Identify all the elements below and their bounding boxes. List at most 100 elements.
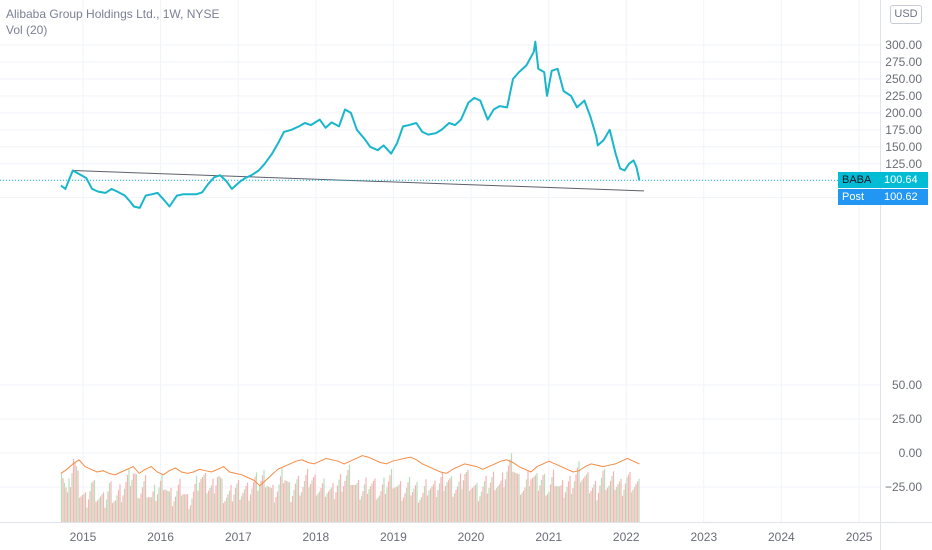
volume-bar (143, 481, 145, 522)
volume-bar (518, 473, 520, 522)
currency-button[interactable]: USD (890, 5, 922, 24)
trendline[interactable] (72, 170, 644, 192)
volume-bar (101, 494, 103, 522)
symbol-title[interactable]: Alibaba Group Holdings Ltd., 1W, NYSE (6, 7, 220, 21)
volume-bar (170, 487, 172, 522)
volume-bar (285, 481, 288, 522)
volume-axis: 50.00 25.00 0.00 −25.00 (885, 378, 922, 494)
volume-bar (132, 473, 135, 522)
volume-bar (422, 492, 424, 522)
volume-bar (581, 480, 583, 522)
volume-bar (306, 468, 309, 522)
volume-bar (329, 489, 331, 522)
volume-bar (87, 499, 90, 522)
volume-bar (584, 476, 586, 522)
volume-bar (452, 496, 454, 522)
year-tick-label: 2017 (225, 530, 252, 544)
volume-bar (222, 503, 225, 522)
volume-bar (323, 478, 325, 522)
year-tick-label: 2018 (303, 530, 330, 544)
volume-indicator-label[interactable]: Vol (20) (6, 23, 48, 37)
volume-bar (626, 477, 628, 522)
volume-bar (176, 490, 178, 522)
volume-bar (341, 491, 343, 522)
volume-bar (320, 487, 322, 522)
volume-bar (375, 499, 378, 522)
volume-bar (359, 499, 361, 522)
volume-bar (525, 479, 528, 522)
volume-bar (110, 481, 112, 522)
volume-bar (494, 490, 496, 522)
volume-bar (621, 495, 624, 522)
volume-tick-label: −25.00 (885, 480, 922, 494)
year-tick-label: 2021 (535, 530, 562, 544)
volume-bar (185, 494, 187, 522)
volume-bar (281, 468, 283, 522)
volume-bar (95, 501, 97, 522)
volume-bar (228, 490, 231, 522)
volume-bar (134, 473, 136, 522)
volume-bar (374, 478, 376, 522)
volume-bar (578, 461, 580, 522)
volume-bar (569, 475, 571, 522)
volume-bar (174, 496, 177, 522)
volume-bar (86, 507, 88, 522)
volume-bar (560, 485, 562, 522)
volume-bar (617, 484, 619, 522)
volume-bar (189, 505, 192, 522)
volume-bar (354, 484, 357, 522)
volume-bar (276, 491, 279, 522)
volume-bar (572, 488, 574, 522)
price-tick-label: 175.00 (885, 123, 922, 137)
volume-bar (224, 501, 226, 522)
volume-bar (495, 488, 498, 522)
volume-bar (177, 484, 180, 522)
volume-bar (521, 492, 523, 522)
volume-bar (512, 471, 514, 522)
volume-bar (527, 471, 529, 522)
volume-bar (129, 485, 132, 522)
volume-bar (125, 481, 127, 522)
time-axis[interactable]: 2015 2016 2017 2018 2019 2020 2021 2022 2023 2024… (0, 522, 932, 545)
volume-bar (485, 475, 487, 522)
volume-bar (98, 498, 100, 522)
volume-bar (405, 487, 408, 522)
volume-bar (552, 469, 555, 522)
volume-bar (363, 484, 366, 522)
volume-bar (501, 472, 504, 522)
price-tick-label: 225.00 (885, 89, 922, 103)
volume-bar (294, 483, 297, 522)
price-tick-label: 150.00 (885, 140, 922, 154)
volume-bar (438, 483, 441, 522)
post-price-label: Post (838, 189, 880, 206)
volume-bar (83, 493, 85, 522)
volume-bar (443, 490, 445, 522)
volume-bar (251, 488, 253, 522)
volume-bar (335, 492, 337, 522)
volume-bar (242, 492, 244, 522)
volume-bar (522, 490, 525, 522)
volume-bar (534, 475, 537, 522)
volume-bar (102, 492, 105, 522)
volume-bar (467, 469, 469, 522)
volume-bar (456, 486, 459, 522)
volume-bar (99, 496, 102, 522)
volume-bar (150, 497, 153, 522)
volume-bar (482, 486, 484, 522)
volume-bar (192, 491, 195, 522)
volume-bar (317, 493, 319, 522)
volume-bar (491, 477, 493, 522)
volume-bar (614, 489, 616, 522)
volume-bar (450, 476, 453, 522)
volume-bar (504, 479, 507, 522)
volume-bar (296, 479, 298, 522)
volume-bar (305, 474, 307, 522)
volume-bar (392, 488, 394, 522)
volume-bar (497, 486, 499, 522)
volume-bar (624, 483, 627, 522)
volume-bar (633, 487, 636, 522)
price-axis[interactable]: 300.00 275.00 250.00 225.00 200.00 175.00 150.… (880, 0, 923, 550)
year-tick-label: 2023 (690, 530, 717, 544)
volume-bar (540, 479, 543, 522)
